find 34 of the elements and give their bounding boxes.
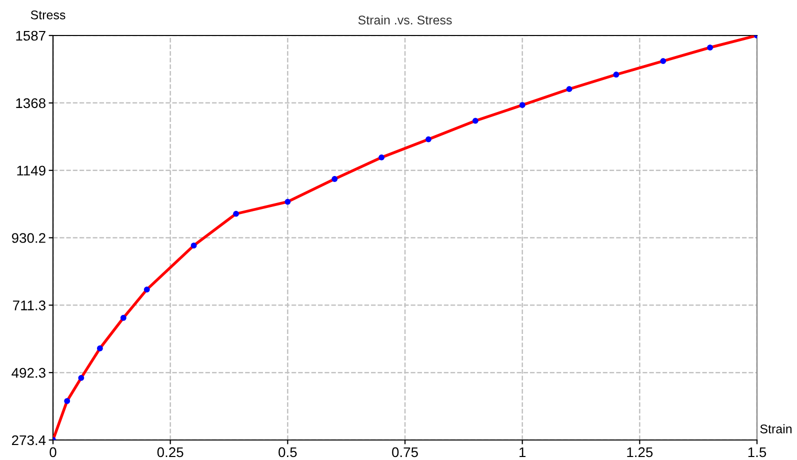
point — [707, 44, 714, 50]
x-tick-label: 0.75 — [392, 447, 418, 458]
y-tick-label: 1587 — [16, 30, 46, 41]
chart-title: Strain .vs. Stress — [358, 15, 452, 25]
y-axis-title: Stress — [30, 10, 66, 20]
x-axis-title: Strain — [760, 424, 792, 434]
point — [284, 198, 291, 205]
point — [472, 118, 478, 124]
y-tick-label: 930.2 — [12, 233, 46, 243]
x-tick-label: 0.5 — [278, 447, 297, 458]
point — [233, 210, 239, 217]
point — [613, 72, 620, 78]
y-tick-label: 1368 — [16, 98, 46, 108]
x-tick-label: 0 — [50, 447, 56, 458]
x-tick-label: 1.5 — [748, 447, 766, 458]
point — [190, 242, 197, 248]
y-tick-label: 1149 — [17, 166, 46, 176]
point — [96, 345, 103, 352]
point — [378, 154, 384, 160]
point — [519, 102, 526, 108]
point — [332, 176, 338, 182]
point — [64, 398, 70, 404]
point — [144, 286, 150, 292]
point — [660, 58, 666, 64]
y-tick-label: 273.4 — [12, 435, 46, 446]
x-tick-label: 1.25 — [627, 447, 653, 458]
point — [120, 314, 126, 321]
y-tick-label: 711.3 — [13, 300, 46, 310]
x-tick-label: 1 — [520, 447, 526, 458]
point — [566, 86, 572, 92]
y-tick-label: 492.3 — [12, 368, 46, 378]
point — [426, 136, 432, 142]
x-tick-label: 0.25 — [157, 447, 184, 458]
point — [78, 374, 84, 381]
